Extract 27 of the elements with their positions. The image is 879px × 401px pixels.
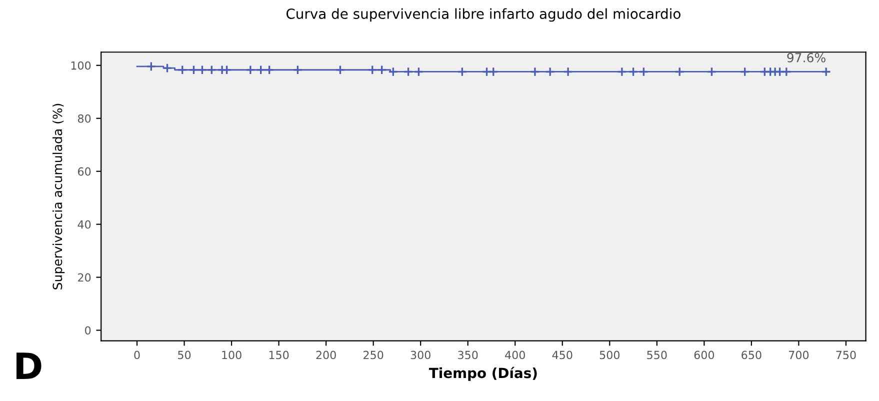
x-tick-label: 700 <box>789 350 809 360</box>
y-axis-title: Supervivencia acumulada (%) <box>52 104 65 290</box>
x-tick-label: 200 <box>316 350 336 360</box>
x-tick-label: 500 <box>600 350 620 360</box>
x-tick-label: 550 <box>647 350 667 360</box>
x-tick-label: 750 <box>836 350 856 360</box>
text: D <box>16 352 42 379</box>
y-tick-label: 60 <box>78 167 91 176</box>
x-tick-label: 450 <box>552 350 572 360</box>
x-tick-label: 250 <box>364 350 384 360</box>
y-tick-label: 100 <box>71 61 91 70</box>
y-tick-label: 0 <box>85 326 91 335</box>
x-tick-label: 150 <box>269 350 289 360</box>
x-tick-label: 650 <box>742 350 762 360</box>
y-tick-label: 20 <box>78 273 91 282</box>
x-tick-label: 50 <box>178 350 191 360</box>
x-tick-label: 400 <box>505 350 525 360</box>
x-axis-title: Tiempo (Días) <box>428 366 537 381</box>
y-tick-label: 80 <box>78 114 91 123</box>
x-tick-label: 600 <box>694 350 714 360</box>
chart-title: Curva de supervivencia libre infarto agudo del miocardio <box>286 8 680 22</box>
x-tick-label: 350 <box>458 350 478 360</box>
x-tick-label: 100 <box>222 350 242 360</box>
x-tick-label: 300 <box>410 350 430 360</box>
x-tick-label: 0 <box>134 350 140 360</box>
y-tick-label: 40 <box>78 220 91 229</box>
annotation: 97.6% <box>787 52 826 62</box>
